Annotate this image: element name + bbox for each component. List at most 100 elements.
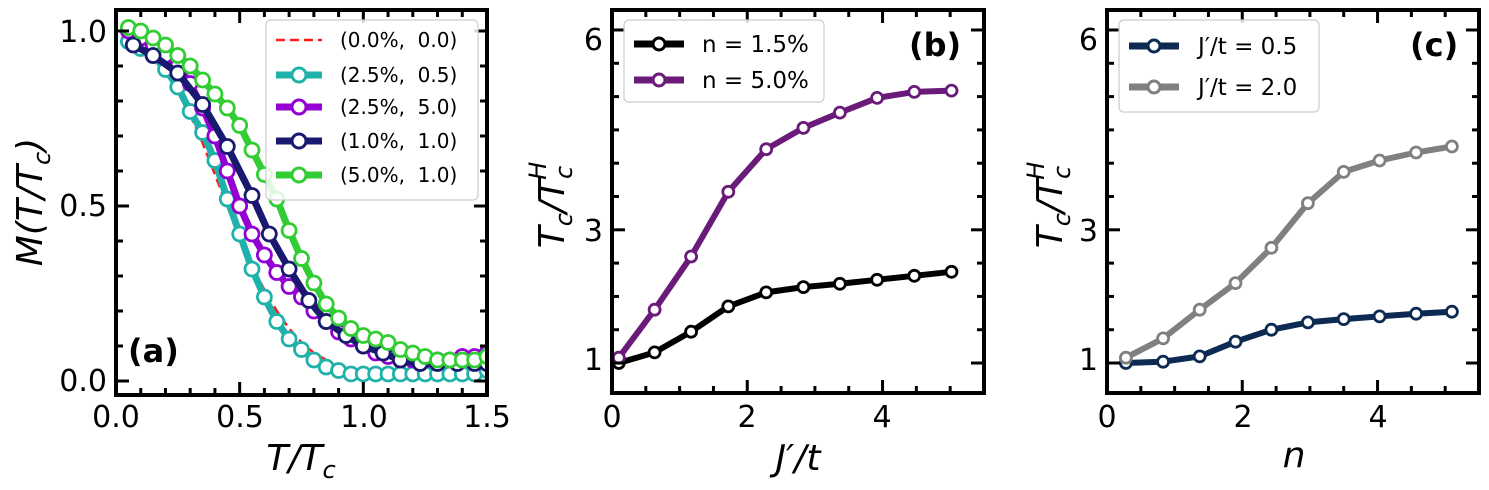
a-xtick-label-2: 1.0 <box>340 400 388 435</box>
b-series-1-point-7 <box>870 91 884 105</box>
a-series-4-point-2 <box>144 29 162 47</box>
panel-a-legend: (0.0%, 0.0) (2.5%, 0.5) (2.5%, 5.0) (1.0… <box>265 19 479 201</box>
panel-b-ticks <box>610 10 986 393</box>
c-legend-marker-0 <box>1146 38 1162 54</box>
b-series-0-point-1 <box>647 345 662 360</box>
c-xtick-label-2: 4 <box>1368 400 1387 435</box>
b-series-1-point-6 <box>833 105 847 120</box>
a-series-4-point-13 <box>280 222 298 239</box>
a-series-2-point-10 <box>243 225 261 243</box>
a-series-3-point-2 <box>169 64 187 82</box>
a-series-4-point-3 <box>157 36 174 54</box>
a-series-4-point-7 <box>206 85 224 103</box>
a-xlabel: T/Tc <box>266 438 335 484</box>
b-series-group <box>612 83 959 370</box>
panel-a-tick-labels: 0.0 0.5 1.0 1.5 0.0 0.5 1.0 <box>59 15 511 435</box>
b-series-0-point-8 <box>907 268 922 283</box>
a-series-3-point-7 <box>280 260 298 278</box>
panel-c: 0 2 4 1 3 6 n Tc/TcH (c) J′/t = 0.5 J′/t… <box>1022 8 1481 476</box>
a-series-3-point-3 <box>194 96 212 113</box>
a-xtick-label-1: 0.5 <box>216 400 264 435</box>
c-series-0-point-5 <box>1301 315 1315 330</box>
a-legend-box <box>265 19 479 201</box>
c-series-0-point-2 <box>1192 349 1207 364</box>
c-series-0-point-3 <box>1228 334 1243 349</box>
a-series-2-point-11 <box>255 246 273 264</box>
c-legend-entry-0: J′/t = 0.5 <box>1196 34 1297 60</box>
c-series-0-point-4 <box>1264 322 1279 337</box>
a-series-2-point-8 <box>218 162 236 180</box>
c-xtick-label-0: 0 <box>1097 400 1116 435</box>
a-xtick-label-3: 1.5 <box>463 400 511 435</box>
a-legend-entry-2: (2.5%, 5.0) <box>340 95 457 119</box>
b-series-1-point-9 <box>944 83 959 98</box>
a-series-4-point-6 <box>194 71 212 89</box>
a-legend-marker-2 <box>290 98 308 116</box>
a-ytick-label-2: 1.0 <box>59 15 107 50</box>
c-series-1-point-1 <box>1156 331 1170 346</box>
a-series-3-point-6 <box>260 225 278 243</box>
b-ylabel: Tc/TcH <box>524 162 578 249</box>
a-legend-marker-4 <box>290 166 308 184</box>
a-series-1-point-12 <box>268 313 286 330</box>
a-series-4-point-21 <box>379 334 397 351</box>
c-panel-label: (c) <box>1410 26 1458 64</box>
b-series-0-point-7 <box>870 272 884 287</box>
b-series-line-0 <box>617 268 952 366</box>
b-series-0-point-6 <box>833 276 847 291</box>
c-series-1-point-6 <box>1336 164 1351 179</box>
panel-a-plot-area <box>119 19 487 383</box>
a-legend-entry-1: (2.5%, 0.5) <box>340 63 457 87</box>
a-series-3-point-4 <box>218 138 236 155</box>
b-ytick-label-1: 3 <box>584 214 603 249</box>
a-legend-entry-0: (0.0%, 0.0) <box>340 28 457 52</box>
b-ytick-label-2: 6 <box>584 23 603 58</box>
a-series-4-point-9 <box>231 117 249 134</box>
a-series-1-point-13 <box>280 330 298 348</box>
b-series-1-point-8 <box>907 85 922 99</box>
b-series-0-point-3 <box>721 299 736 314</box>
c-series-1-point-9 <box>1445 139 1459 154</box>
panel-c-frame <box>1105 8 1481 395</box>
a-series-1-point-15 <box>305 351 323 369</box>
b-legend-entry-0: n = 1.5% <box>702 32 809 58</box>
c-ytick-label-0: 1 <box>1079 343 1098 378</box>
a-series-4-point-4 <box>169 47 187 64</box>
a-xtick-label-0: 0.0 <box>92 400 140 435</box>
a-series-4-point-15 <box>305 274 323 292</box>
a-series-group <box>119 19 487 383</box>
panel-a-frame <box>114 8 489 397</box>
c-legend-entry-1: J′/t = 2.0 <box>1196 75 1297 101</box>
b-series-0-point-2 <box>684 324 698 339</box>
b-series-1-point-4 <box>759 142 774 157</box>
panel-b-plot-area <box>612 83 959 370</box>
c-ylabel: Tc/TcH <box>1022 162 1076 249</box>
a-series-1-point-10 <box>243 260 261 278</box>
a-series-3-point-0 <box>124 36 142 54</box>
c-xtick-label-1: 2 <box>1233 400 1252 435</box>
a-series-3-point-1 <box>144 47 162 64</box>
a-legend-marker-1 <box>290 66 308 84</box>
c-series-1-point-8 <box>1409 145 1423 160</box>
b-xtick-label-1: 2 <box>737 400 756 435</box>
a-series-4-point-1 <box>132 22 150 40</box>
b-series-1-point-5 <box>796 121 811 135</box>
a-series-4-point-10 <box>243 141 261 159</box>
b-series-1-point-2 <box>684 249 698 264</box>
a-series-1-point-11 <box>255 288 273 306</box>
c-series-1-point-3 <box>1228 276 1243 291</box>
b-ytick-label-0: 1 <box>584 343 603 378</box>
c-legend-marker-1 <box>1146 79 1162 95</box>
b-legend-marker-0 <box>651 36 667 52</box>
c-series-1-point-4 <box>1264 240 1279 255</box>
b-legend-entry-1: n = 5.0% <box>702 68 809 94</box>
panel-b-tick-labels: 0 2 4 1 3 6 <box>584 23 892 435</box>
b-series-0-point-9 <box>944 264 959 279</box>
a-series-4-point-18 <box>342 320 360 337</box>
a-legend-marker-3 <box>290 132 308 150</box>
a-series-3-point-8 <box>300 292 318 309</box>
c-series-group <box>1119 139 1459 370</box>
b-xtick-label-0: 0 <box>602 400 621 435</box>
b-series-1-point-1 <box>647 302 662 317</box>
